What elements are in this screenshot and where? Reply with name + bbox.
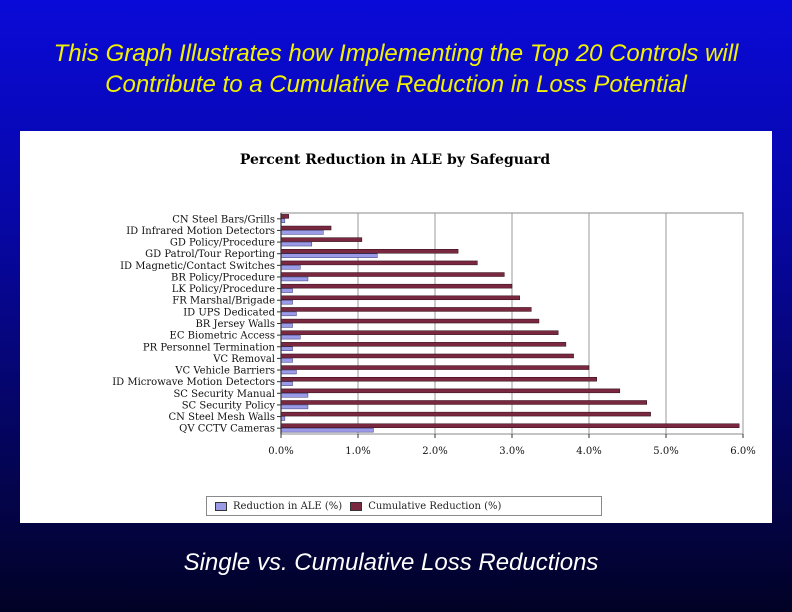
bar-cumulative — [280, 411, 651, 417]
bar-cumulative — [280, 214, 289, 219]
bar-cumulative — [280, 400, 647, 405]
bar-cumulative — [280, 272, 505, 277]
legend-swatch-single — [215, 501, 227, 511]
bar-layer — [280, 214, 740, 433]
bar-cumulative — [280, 225, 332, 231]
bar-single — [280, 381, 293, 386]
category-label: VC Vehicle Barriers — [174, 366, 275, 377]
x-tick-label: 4.0% — [576, 446, 601, 457]
category-label: BR Jersey Walls — [195, 319, 275, 330]
category-label: FR Marshal/Brigade — [172, 296, 275, 307]
slide-title: This Graph Illustrates how Implementing … — [53, 40, 739, 98]
category-label: VC Removal — [212, 354, 275, 365]
bar-cumulative — [280, 353, 574, 359]
bar-cumulative — [280, 260, 478, 266]
category-label: CN Steel Mesh Walls — [169, 412, 275, 423]
x-tick-label: 0.0% — [268, 446, 293, 457]
category-label: CN Steel Bars/Grills — [172, 214, 275, 225]
bar-single — [280, 404, 309, 410]
chart-canvas: Percent Reduction in ALE by Safeguard 0.… — [112, 152, 756, 457]
category-label: EC Biometric Access — [170, 331, 275, 342]
category-label: SC Security Manual — [173, 389, 275, 400]
x-tick-label: 2.0% — [422, 446, 447, 457]
category-label: QV CCTV Cameras — [179, 424, 275, 435]
chart-title: Percent Reduction in ALE by Safeguard — [240, 152, 551, 168]
bar-cumulative — [280, 342, 567, 347]
x-tick-label: 1.0% — [345, 446, 370, 457]
legend-swatch-cumulative — [350, 501, 363, 511]
bar-single — [280, 369, 297, 375]
bar-single — [280, 334, 301, 340]
bar-single — [280, 346, 293, 351]
bar-single — [280, 241, 313, 247]
bar-cumulative — [280, 330, 559, 335]
category-label: GD Policy/Procedure — [170, 238, 275, 249]
bar-single — [280, 299, 293, 305]
bar-single — [280, 311, 297, 317]
bar-cumulative — [280, 237, 363, 242]
bar-cumulative — [280, 249, 459, 254]
chart-panel: Percent Reduction in ALE by Safeguard 0.… — [20, 131, 772, 523]
category-label: BR Policy/Procedure — [171, 272, 275, 283]
bar-single — [280, 276, 309, 282]
x-tick-label: 5.0% — [653, 446, 678, 457]
category-label: LK Policy/Procedure — [172, 284, 275, 295]
bar-cumulative — [280, 307, 532, 312]
legend-label-cumulative: Cumulative Reduction (%) — [368, 500, 502, 512]
axis-layer — [277, 213, 744, 438]
category-label: ID Magnetic/Contact Switches — [120, 261, 275, 272]
category-label: ID UPS Dedicated — [183, 307, 275, 318]
bar-single — [280, 323, 293, 328]
bar-cumulative — [280, 376, 597, 382]
bar-single — [280, 230, 324, 235]
chart-legend: Reduction in ALE (%) Cumulative Reductio… — [206, 496, 602, 516]
legend-item-single: Reduction in ALE (%) — [215, 501, 342, 512]
bar-single — [280, 427, 374, 433]
category-label: ID Microwave Motion Detectors — [112, 377, 275, 388]
label-layer: 0.0% 1.0% 2.0% 3.0% 4.0% 5.0% 6.0% CN Steel Bar… — [112, 214, 756, 457]
bar-single — [280, 265, 301, 270]
category-label: PR Personnel Termination — [143, 342, 276, 353]
category-label: ID Infrared Motion Detectors — [126, 226, 275, 237]
bar-single — [280, 288, 293, 293]
bar-cumulative — [280, 365, 590, 370]
legend-label-single: Reduction in ALE (%) — [233, 500, 343, 512]
category-label: SC Security Policy — [182, 400, 276, 411]
bar-cumulative — [280, 283, 513, 289]
x-tick-label: 3.0% — [499, 446, 524, 457]
category-label: GD Patrol/Tour Reporting — [145, 249, 275, 260]
bar-cumulative — [280, 388, 621, 394]
bar-cumulative — [280, 295, 520, 301]
bar-cumulative — [280, 318, 540, 324]
bar-cumulative — [280, 423, 740, 428]
bar-single — [280, 253, 378, 258]
slide-subtitle: Single vs. Cumulative Loss Reductions — [183, 549, 599, 576]
bar-single — [280, 393, 309, 398]
x-tick-label: 6.0% — [730, 446, 755, 457]
bar-single — [280, 358, 293, 363]
legend-item-cumulative: Cumulative Reduction (%) — [350, 501, 501, 512]
